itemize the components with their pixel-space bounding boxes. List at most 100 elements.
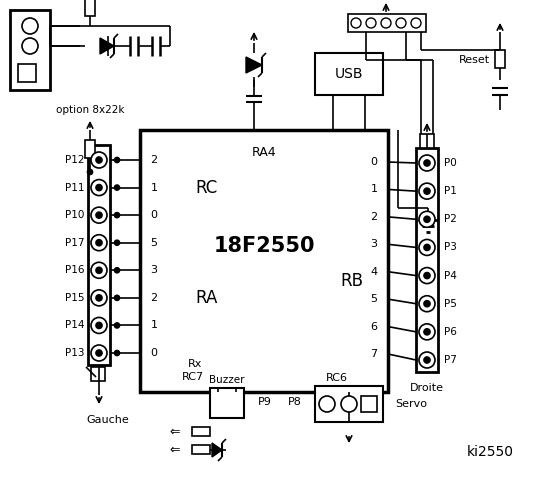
Circle shape xyxy=(114,213,119,217)
Text: Gauche: Gauche xyxy=(87,415,129,425)
Circle shape xyxy=(96,157,102,163)
Text: 6: 6 xyxy=(371,322,378,332)
Text: 3: 3 xyxy=(150,265,158,276)
Bar xyxy=(361,396,377,412)
Text: RB: RB xyxy=(340,272,363,290)
Circle shape xyxy=(114,185,119,190)
Text: P15: P15 xyxy=(65,293,84,303)
Text: P1: P1 xyxy=(444,186,457,196)
Text: ⇐: ⇐ xyxy=(170,425,180,439)
Circle shape xyxy=(114,350,119,356)
Text: P6: P6 xyxy=(444,327,457,337)
Bar xyxy=(315,53,383,95)
Bar xyxy=(18,64,36,82)
Bar xyxy=(495,50,505,68)
Circle shape xyxy=(114,240,119,245)
Text: P9: P9 xyxy=(258,397,272,407)
Circle shape xyxy=(424,244,430,251)
Circle shape xyxy=(424,188,430,194)
Text: P8: P8 xyxy=(288,397,302,407)
Bar xyxy=(210,388,244,418)
Text: P3: P3 xyxy=(444,242,457,252)
Polygon shape xyxy=(212,443,222,457)
Polygon shape xyxy=(100,38,114,54)
Bar xyxy=(85,140,95,158)
Circle shape xyxy=(341,396,357,412)
Circle shape xyxy=(424,273,430,278)
Circle shape xyxy=(22,38,38,54)
Text: option 8x22k: option 8x22k xyxy=(56,105,124,115)
Circle shape xyxy=(419,296,435,312)
Text: USB: USB xyxy=(335,67,363,81)
Text: 2: 2 xyxy=(371,212,378,222)
Text: ⇐: ⇐ xyxy=(170,444,180,456)
Text: P16: P16 xyxy=(65,265,84,276)
Bar xyxy=(348,14,426,32)
Circle shape xyxy=(319,396,335,412)
Bar xyxy=(88,145,110,365)
Circle shape xyxy=(114,295,119,300)
Text: RA: RA xyxy=(195,289,217,307)
Circle shape xyxy=(411,18,421,28)
Polygon shape xyxy=(246,57,262,73)
Text: 2: 2 xyxy=(150,293,158,303)
Text: Servo: Servo xyxy=(395,399,427,409)
Text: 3: 3 xyxy=(371,240,378,249)
Text: P14: P14 xyxy=(65,321,84,330)
Circle shape xyxy=(114,323,119,328)
Text: RA4: RA4 xyxy=(252,145,276,158)
Text: 0: 0 xyxy=(150,210,158,220)
Circle shape xyxy=(424,300,430,307)
Circle shape xyxy=(91,345,107,361)
Circle shape xyxy=(91,262,107,278)
Bar xyxy=(416,148,438,372)
Circle shape xyxy=(96,295,102,301)
Bar xyxy=(192,427,210,436)
Text: P5: P5 xyxy=(444,299,457,309)
Text: P11: P11 xyxy=(65,182,84,192)
Text: 0: 0 xyxy=(371,157,378,167)
Text: 5: 5 xyxy=(371,294,378,304)
Circle shape xyxy=(22,18,38,34)
Text: RC7: RC7 xyxy=(182,372,204,382)
Circle shape xyxy=(424,216,430,222)
Circle shape xyxy=(396,18,406,28)
Text: Buzzer: Buzzer xyxy=(209,375,245,385)
Circle shape xyxy=(424,357,430,363)
Text: P7: P7 xyxy=(444,355,457,365)
Circle shape xyxy=(96,185,102,191)
Circle shape xyxy=(91,290,107,306)
Text: 18F2550: 18F2550 xyxy=(213,236,315,256)
Circle shape xyxy=(91,207,107,223)
Text: 2: 2 xyxy=(150,155,158,165)
Text: 0: 0 xyxy=(150,348,158,358)
Text: P0: P0 xyxy=(444,158,457,168)
Circle shape xyxy=(91,180,107,195)
Circle shape xyxy=(419,211,435,228)
Bar xyxy=(315,386,383,422)
Circle shape xyxy=(424,160,430,166)
Circle shape xyxy=(91,152,107,168)
Bar xyxy=(10,10,50,90)
Circle shape xyxy=(419,183,435,199)
Circle shape xyxy=(419,324,435,340)
Circle shape xyxy=(419,155,435,171)
Text: P17: P17 xyxy=(65,238,84,248)
Circle shape xyxy=(96,267,102,273)
Text: Rx: Rx xyxy=(188,359,202,369)
Text: P10: P10 xyxy=(65,210,84,220)
Text: RC6: RC6 xyxy=(326,373,348,383)
Bar xyxy=(420,134,434,148)
Circle shape xyxy=(87,169,92,175)
Text: P2: P2 xyxy=(444,214,457,224)
Circle shape xyxy=(419,240,435,255)
Text: ki2550: ki2550 xyxy=(467,445,514,459)
Text: P13: P13 xyxy=(65,348,84,358)
Circle shape xyxy=(351,18,361,28)
Circle shape xyxy=(419,352,435,368)
Circle shape xyxy=(91,235,107,251)
Text: RC: RC xyxy=(195,179,217,197)
Text: P4: P4 xyxy=(444,271,457,281)
Circle shape xyxy=(96,350,102,356)
Text: 5: 5 xyxy=(150,238,158,248)
